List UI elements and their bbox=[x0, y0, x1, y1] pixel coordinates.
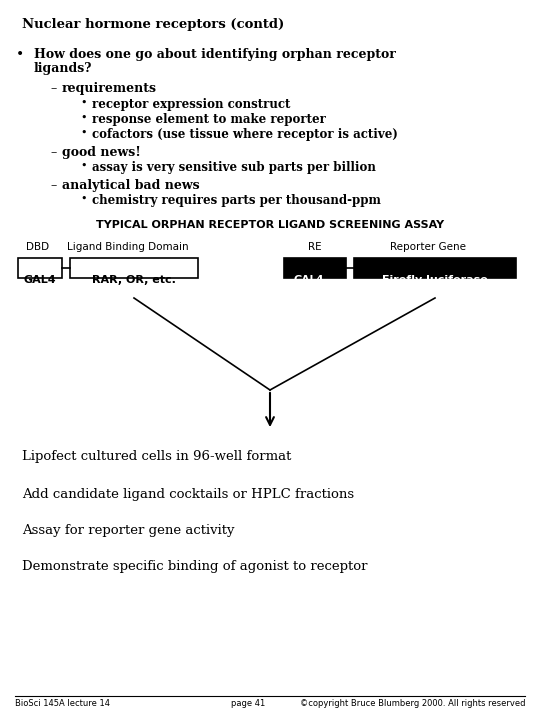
Text: ligands?: ligands? bbox=[34, 62, 92, 75]
Bar bbox=[354, 258, 516, 278]
Bar bbox=[70, 258, 198, 278]
Text: –: – bbox=[50, 179, 56, 192]
Text: •: • bbox=[80, 128, 86, 138]
Text: Ligand Binding Domain: Ligand Binding Domain bbox=[67, 242, 189, 252]
Text: chemistry requires parts per thousand-ppm: chemistry requires parts per thousand-pp… bbox=[92, 194, 381, 207]
Text: •: • bbox=[80, 161, 86, 171]
Text: •: • bbox=[80, 194, 86, 204]
Text: Lipofect cultured cells in 96-well format: Lipofect cultured cells in 96-well forma… bbox=[22, 450, 292, 463]
Bar bbox=[18, 258, 62, 278]
Text: requirements: requirements bbox=[62, 82, 157, 95]
Text: response element to make reporter: response element to make reporter bbox=[92, 113, 326, 126]
Text: RAR, OR, etc.: RAR, OR, etc. bbox=[92, 275, 176, 285]
Text: analytical bad news: analytical bad news bbox=[62, 179, 200, 192]
Text: Firefly luciferase: Firefly luciferase bbox=[382, 275, 488, 285]
Text: good news!: good news! bbox=[62, 146, 141, 159]
Text: –: – bbox=[50, 146, 56, 159]
Text: Assay for reporter gene activity: Assay for reporter gene activity bbox=[22, 524, 234, 537]
Text: Demonstrate specific binding of agonist to receptor: Demonstrate specific binding of agonist … bbox=[22, 560, 368, 573]
Text: –: – bbox=[50, 82, 56, 95]
Text: cofactors (use tissue where receptor is active): cofactors (use tissue where receptor is … bbox=[92, 128, 398, 141]
Text: Add candidate ligand cocktails or HPLC fractions: Add candidate ligand cocktails or HPLC f… bbox=[22, 488, 354, 501]
Text: TYPICAL ORPHAN RECEPTOR LIGAND SCREENING ASSAY: TYPICAL ORPHAN RECEPTOR LIGAND SCREENING… bbox=[96, 220, 444, 230]
Text: LAS: LAS bbox=[323, 279, 338, 285]
Text: BioSci 145A lecture 14: BioSci 145A lecture 14 bbox=[15, 699, 110, 708]
Text: Reporter Gene: Reporter Gene bbox=[390, 242, 466, 252]
Text: RE: RE bbox=[308, 242, 322, 252]
Text: ©copyright Bruce Blumberg 2000. All rights reserved: ©copyright Bruce Blumberg 2000. All righ… bbox=[300, 699, 525, 708]
Bar bbox=[284, 258, 346, 278]
Text: •: • bbox=[80, 98, 86, 108]
Text: assay is very sensitive sub parts per billion: assay is very sensitive sub parts per bi… bbox=[92, 161, 376, 174]
Text: GAL4: GAL4 bbox=[293, 275, 323, 285]
Text: Nuclear hormone receptors (contd): Nuclear hormone receptors (contd) bbox=[22, 18, 284, 31]
Text: •: • bbox=[80, 113, 86, 123]
Text: page 41: page 41 bbox=[231, 699, 265, 708]
Text: receptor expression construct: receptor expression construct bbox=[92, 98, 291, 111]
Text: How does one go about identifying orphan receptor: How does one go about identifying orphan… bbox=[34, 48, 396, 61]
Text: DBD: DBD bbox=[26, 242, 50, 252]
Text: •: • bbox=[16, 48, 24, 62]
Text: GAL4: GAL4 bbox=[24, 275, 56, 285]
